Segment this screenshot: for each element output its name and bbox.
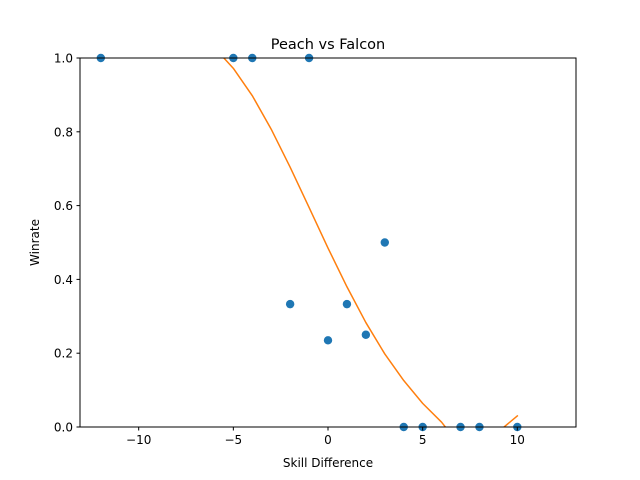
x-tick-label: −5 bbox=[224, 433, 242, 447]
y-axis-label: Winrate bbox=[28, 219, 42, 266]
y-tick-label: 0.8 bbox=[54, 125, 73, 139]
y-tick-label: 1.0 bbox=[54, 52, 73, 66]
data-point bbox=[342, 299, 352, 309]
fit-curve-line bbox=[503, 414, 519, 427]
y-tick-label: 0.6 bbox=[54, 199, 73, 213]
fit-curve-layer bbox=[222, 58, 519, 427]
data-point bbox=[285, 299, 295, 309]
data-point bbox=[380, 238, 389, 247]
x-tick-label: 5 bbox=[419, 433, 427, 447]
scatter-points-layer bbox=[96, 53, 522, 432]
x-tick-label: 0 bbox=[324, 433, 332, 447]
y-tick-label: 0.0 bbox=[54, 421, 73, 435]
x-axis-label: Skill Difference bbox=[283, 456, 373, 470]
x-axis: −10 −5 0 5 10 bbox=[126, 427, 525, 447]
data-point bbox=[361, 330, 371, 339]
data-point bbox=[323, 336, 333, 345]
y-tick-label: 0.4 bbox=[54, 273, 73, 287]
x-tick-label: −10 bbox=[126, 433, 151, 447]
chart-title: Peach vs Falcon bbox=[271, 37, 386, 53]
y-tick-label: 0.2 bbox=[54, 347, 73, 361]
x-tick-label: 10 bbox=[510, 433, 525, 447]
fit-curve-line bbox=[222, 58, 447, 427]
y-axis: 0.0 0.2 0.4 0.6 0.8 1.0 bbox=[54, 52, 80, 435]
